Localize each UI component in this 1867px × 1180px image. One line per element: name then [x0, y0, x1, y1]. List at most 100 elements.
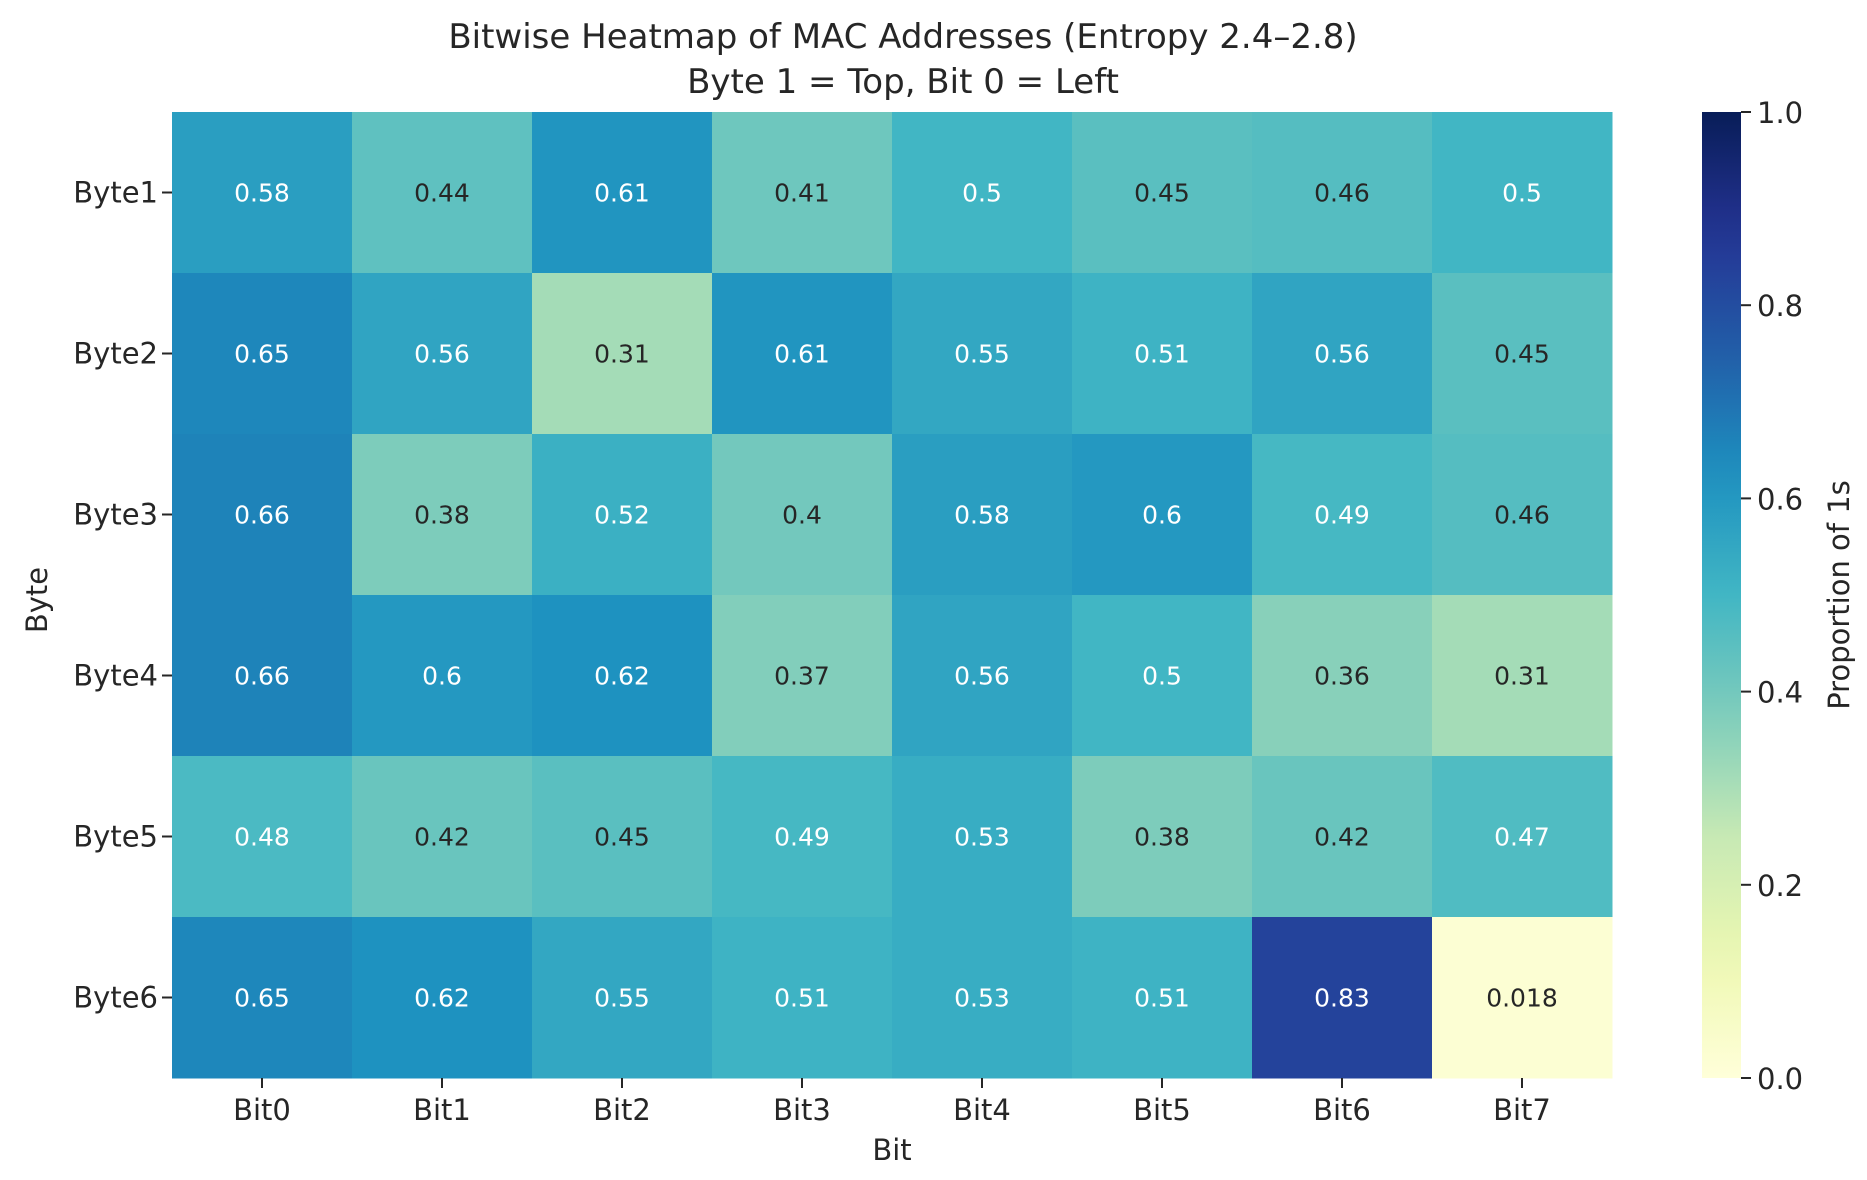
- heatmap-cell: [1252, 434, 1433, 596]
- heatmap-cell: [1252, 595, 1433, 757]
- colorbar-label: Proportion of 1s: [1822, 480, 1856, 710]
- heatmap-cell: [532, 273, 713, 435]
- heatmap-cell: [1432, 917, 1613, 1079]
- cell-value-label: 0.56: [954, 662, 1010, 691]
- x-tick-label: Bit2: [593, 1093, 651, 1127]
- cell-value-label: 0.46: [1314, 179, 1370, 208]
- x-axis: Bit0 Bit1 Bit2 Bit3 Bit4 Bit5 Bit6 Bit7: [233, 1078, 1551, 1127]
- heatmap-cell: [1072, 434, 1253, 596]
- heatmap-cell: [172, 756, 353, 918]
- heatmap-cell: [1432, 112, 1613, 274]
- heatmap-cell: [712, 112, 893, 274]
- x-tick-label: Bit6: [1313, 1093, 1371, 1127]
- heatmap-cell: [892, 917, 1073, 1079]
- colorbar-ticks: 0.0 0.2 0.4 0.6 0.8 1.0: [1741, 96, 1803, 1096]
- cell-value-label: 0.55: [954, 340, 1010, 369]
- cell-value-label: 0.66: [234, 662, 290, 691]
- cell-value-label: 0.38: [414, 501, 470, 530]
- heatmap-cell: [352, 595, 533, 757]
- heatmap-cell: [892, 434, 1073, 596]
- cell-value-label: 0.62: [594, 662, 650, 691]
- y-tick-label: Byte3: [73, 498, 158, 532]
- cell-value-label: 0.4: [782, 501, 822, 530]
- cell-value-label: 0.47: [1494, 823, 1550, 852]
- cell-value-label: 0.83: [1314, 984, 1370, 1013]
- chart-title: Bitwise Heatmap of MAC Addresses (Entrop…: [448, 17, 1357, 57]
- colorbar-tick-label: 1.0: [1757, 96, 1803, 130]
- cell-value-label: 0.48: [234, 823, 290, 852]
- cell-value-label: 0.018: [1486, 984, 1558, 1013]
- cell-value-label: 0.5: [962, 179, 1002, 208]
- heatmap-cell: [1072, 756, 1253, 918]
- colorbar-tick-label: 0.4: [1757, 676, 1803, 710]
- cell-value-label: 0.37: [774, 662, 830, 691]
- heatmap-cell: [712, 434, 893, 596]
- heatmap-cell: [1252, 273, 1433, 435]
- cell-value-label: 0.56: [414, 340, 470, 369]
- cell-value-label: 0.61: [774, 340, 830, 369]
- cell-value-label: 0.5: [1142, 662, 1182, 691]
- x-tick-label: Bit1: [413, 1093, 471, 1127]
- cell-value-label: 0.42: [414, 823, 470, 852]
- cell-value-label: 0.62: [414, 984, 470, 1013]
- y-axis-label: Byte: [20, 567, 54, 633]
- heatmap-cell: [892, 273, 1073, 435]
- heatmap-cell: [1432, 273, 1613, 435]
- colorbar: [1702, 112, 1741, 1078]
- heatmap-cell: [1252, 756, 1433, 918]
- y-tick-label: Byte6: [73, 981, 158, 1015]
- cell-value-label: 0.56: [1314, 340, 1370, 369]
- colorbar-tick-label: 0.8: [1757, 289, 1803, 323]
- y-axis: Byte1 Byte2 Byte3 Byte4 Byte5 Byte6: [73, 176, 172, 1015]
- cell-value-label: 0.5: [1502, 179, 1542, 208]
- heatmap-cell: [172, 917, 353, 1079]
- heatmap-cell: [1072, 273, 1253, 435]
- cell-value-label: 0.65: [234, 340, 290, 369]
- colorbar-tick-label: 0.2: [1757, 869, 1803, 903]
- cell-value-label: 0.58: [954, 501, 1010, 530]
- heatmap-cell: [532, 595, 713, 757]
- chart-subtitle: Byte 1 = Top, Bit 0 = Left: [687, 62, 1119, 102]
- cell-value-label: 0.53: [954, 823, 1010, 852]
- heatmap-cell: [352, 273, 533, 435]
- heatmap-cell: [1432, 756, 1613, 918]
- cell-value-label: 0.61: [594, 179, 650, 208]
- cell-value-label: 0.65: [234, 984, 290, 1013]
- heatmap-cell: [712, 756, 893, 918]
- heatmap-cell: [712, 595, 893, 757]
- cell-value-label: 0.6: [1142, 501, 1182, 530]
- x-tick-label: Bit4: [953, 1093, 1011, 1127]
- cell-value-label: 0.53: [954, 984, 1010, 1013]
- y-tick-label: Byte2: [73, 337, 158, 371]
- heatmap-cell: [1432, 595, 1613, 757]
- heatmap-cell: [532, 756, 713, 918]
- heatmap-cell: [172, 595, 353, 757]
- cell-value-label: 0.45: [1494, 340, 1550, 369]
- cell-value-label: 0.45: [594, 823, 650, 852]
- heatmap-cell: [892, 756, 1073, 918]
- cell-value-label: 0.55: [594, 984, 650, 1013]
- heatmap-cell: [1252, 112, 1433, 274]
- heatmap-cell: [532, 434, 713, 596]
- heatmap-cell: [532, 112, 713, 274]
- x-tick-label: Bit3: [773, 1093, 831, 1127]
- cell-value-label: 0.46: [1494, 501, 1550, 530]
- cell-value-label: 0.31: [594, 340, 650, 369]
- heatmap-cell: [352, 756, 533, 918]
- cell-value-label: 0.58: [234, 179, 290, 208]
- cell-value-label: 0.51: [774, 984, 830, 1013]
- colorbar-tick-label: 0.6: [1757, 482, 1803, 516]
- heatmap-cell: [352, 434, 533, 596]
- heatmap-cell: [532, 917, 713, 1079]
- cell-value-label: 0.52: [594, 501, 650, 530]
- heatmap-cell: [352, 917, 533, 1079]
- x-axis-label: Bit: [872, 1133, 911, 1167]
- colorbar-tick-label: 0.0: [1757, 1062, 1803, 1096]
- y-tick-label: Byte5: [73, 820, 158, 854]
- cell-value-label: 0.41: [774, 179, 830, 208]
- cell-value-label: 0.49: [774, 823, 830, 852]
- cell-value-label: 0.51: [1134, 340, 1190, 369]
- cell-value-label: 0.42: [1314, 823, 1370, 852]
- heatmap-cell: [172, 112, 353, 274]
